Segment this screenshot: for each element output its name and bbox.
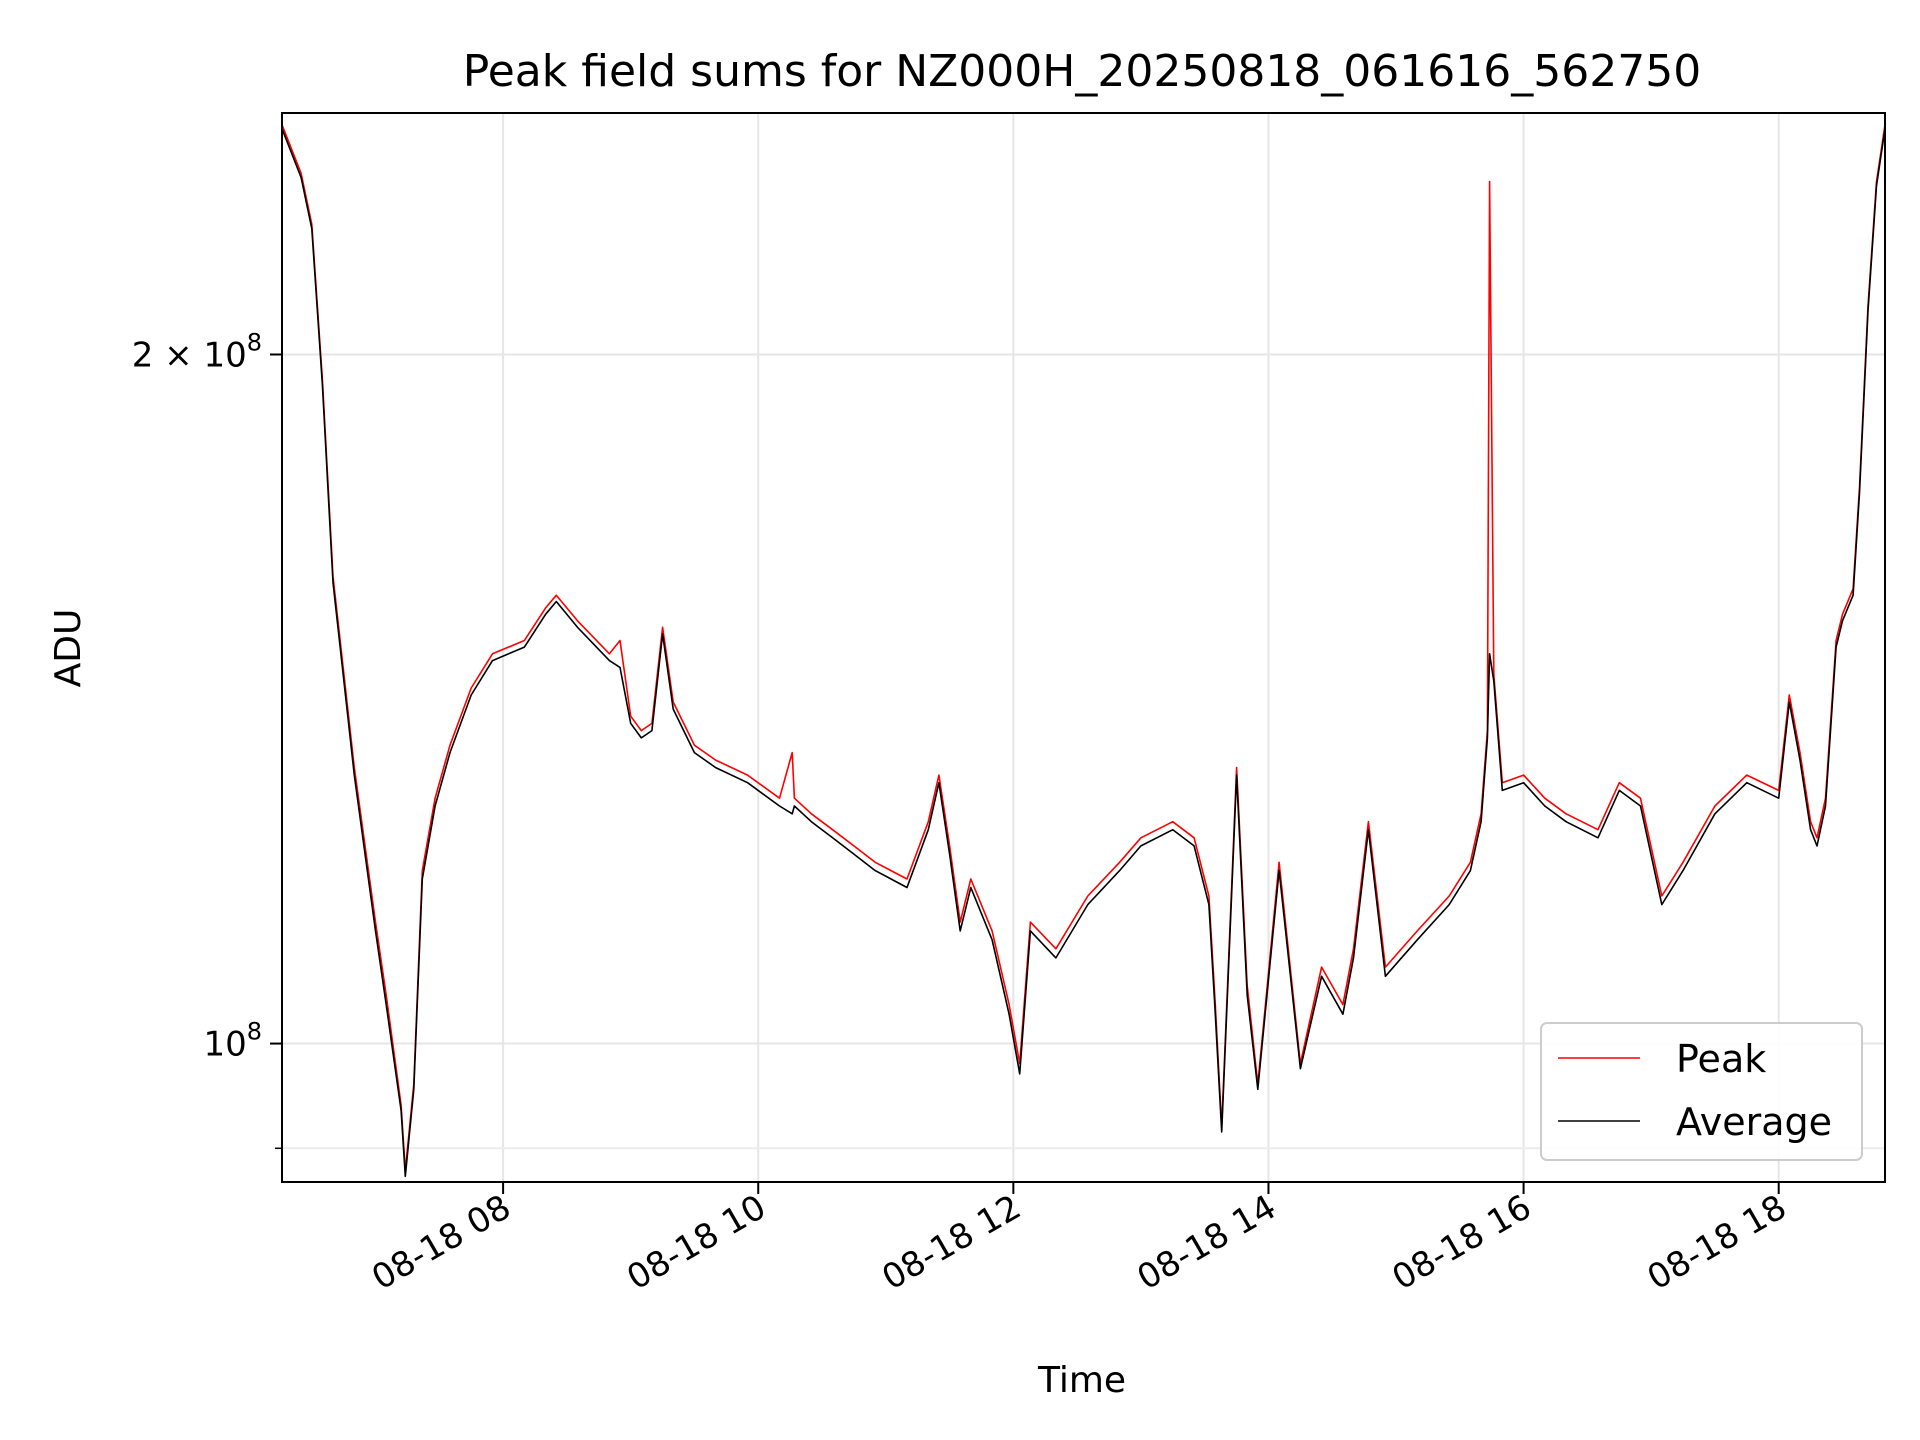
plot-frame [281,112,1886,1183]
y-tick-label: 2 × 108 [132,329,262,376]
series-line-peak [281,124,1886,1172]
series-line-average [281,128,1886,1178]
x-axis-title: Time [1037,1360,1126,1401]
legend-label-peak: Peak [1676,1037,1766,1081]
y-axis-title: ADU [48,609,89,688]
y-axis: 108 2 × 108 [132,329,282,1150]
legend-label-average: Average [1676,1100,1832,1144]
legend: Peak Average [1540,1022,1863,1161]
y-tick-label: 108 [203,1018,262,1065]
series-layer [281,124,1886,1178]
chart-title: Peak field sums for NZ000H_20250818_0616… [463,46,1701,97]
